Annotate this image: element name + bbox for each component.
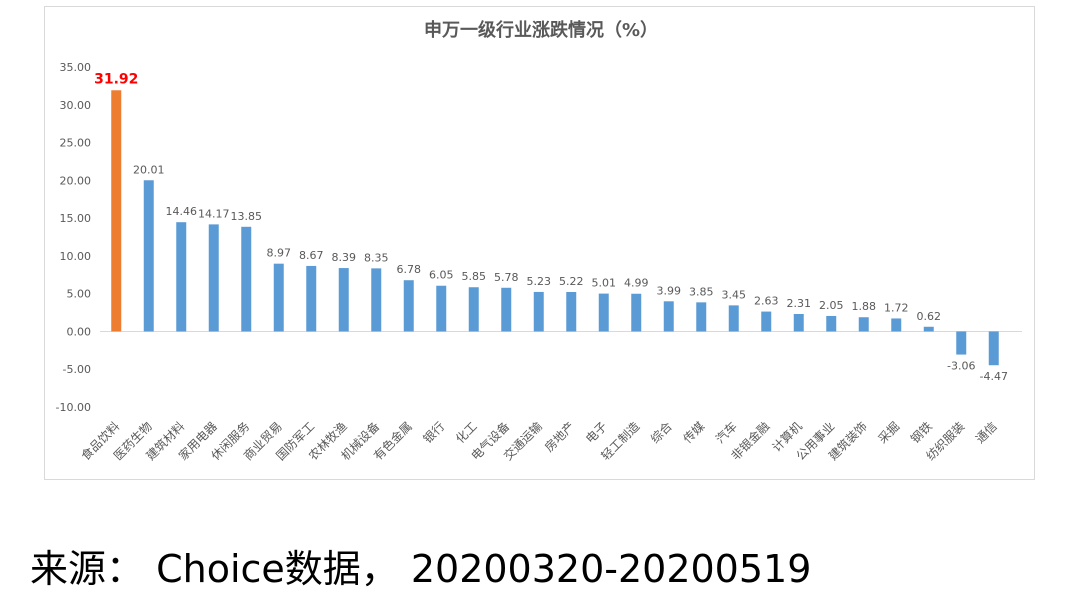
data-label: 8.67 bbox=[299, 249, 324, 262]
y-tick-label: 30.00 bbox=[60, 99, 92, 112]
x-tick-label: 电子 bbox=[583, 419, 610, 446]
data-label: 2.63 bbox=[754, 295, 779, 308]
data-label: 14.46 bbox=[166, 205, 198, 218]
bar bbox=[598, 293, 609, 332]
bar bbox=[273, 263, 284, 332]
data-label: 2.05 bbox=[819, 299, 844, 312]
data-label: -4.47 bbox=[980, 370, 1008, 383]
bar bbox=[663, 301, 674, 332]
bar bbox=[566, 292, 577, 332]
data-label: 8.39 bbox=[332, 251, 357, 264]
y-tick-label: -5.00 bbox=[63, 363, 91, 376]
data-label: 0.62 bbox=[917, 310, 942, 323]
data-label: 3.99 bbox=[657, 284, 682, 297]
data-label: -3.06 bbox=[947, 360, 975, 373]
bar bbox=[631, 293, 642, 332]
data-label: 3.85 bbox=[689, 285, 714, 298]
data-label: 5.22 bbox=[559, 275, 584, 288]
bar bbox=[468, 287, 479, 332]
bar bbox=[306, 265, 317, 332]
bar bbox=[793, 313, 804, 332]
y-tick-label: 25.00 bbox=[60, 137, 92, 150]
bar bbox=[696, 302, 707, 332]
x-tick-label: 房地产 bbox=[541, 419, 577, 455]
data-label: 5.85 bbox=[462, 270, 487, 283]
bar bbox=[371, 268, 382, 332]
x-tick-label: 化工 bbox=[453, 419, 480, 446]
bar bbox=[923, 326, 934, 332]
data-label: 6.78 bbox=[397, 263, 422, 276]
bar-chart: 申万一级行业涨跌情况（%） 35.00 30.00 25.00 20.00 15.00 10… bbox=[56, 19, 1022, 463]
x-tick-label: 采掘 bbox=[875, 419, 903, 447]
x-tick-label: 银行 bbox=[420, 419, 447, 446]
data-label: 5.78 bbox=[494, 271, 519, 284]
bar bbox=[728, 305, 739, 332]
bar bbox=[208, 224, 219, 332]
source-caption: 来源： Choice数据， 20200320-20200519 bbox=[30, 547, 812, 591]
x-tick-label: 钢铁 bbox=[908, 419, 935, 446]
data-label: 3.45 bbox=[722, 288, 747, 301]
bar bbox=[858, 317, 869, 332]
bar bbox=[436, 285, 447, 332]
y-tick-label: -10.00 bbox=[56, 401, 91, 414]
bar bbox=[988, 331, 999, 366]
data-label: 6.05 bbox=[429, 269, 454, 282]
x-tick-label: 汽车 bbox=[712, 419, 740, 447]
data-label: 13.85 bbox=[231, 210, 263, 223]
bar bbox=[761, 311, 772, 332]
bar bbox=[826, 315, 837, 332]
data-label: 2.31 bbox=[787, 297, 812, 310]
bar bbox=[891, 318, 902, 332]
data-label: 8.97 bbox=[267, 247, 292, 260]
bar bbox=[533, 291, 544, 332]
bar bbox=[241, 226, 252, 332]
data-label: 1.72 bbox=[884, 301, 909, 314]
y-tick-label: 5.00 bbox=[67, 288, 92, 301]
bar bbox=[403, 280, 414, 332]
y-tick-label: 35.00 bbox=[60, 61, 92, 74]
x-tick-label: 通信 bbox=[973, 419, 1000, 446]
data-label: 14.17 bbox=[198, 207, 230, 220]
y-tick-label: 15.00 bbox=[60, 212, 92, 225]
data-label: 20.01 bbox=[133, 163, 165, 176]
bar bbox=[501, 287, 512, 332]
bar bbox=[143, 180, 154, 332]
y-tick-label: 20.00 bbox=[60, 174, 92, 187]
chart-title: 申万一级行业涨跌情况（%） bbox=[424, 19, 658, 41]
data-label: 31.92 bbox=[94, 71, 138, 87]
x-tick-label: 综合 bbox=[647, 419, 675, 447]
data-label: 8.35 bbox=[364, 251, 389, 264]
y-tick-label: 10.00 bbox=[60, 250, 92, 263]
data-label: 1.88 bbox=[852, 300, 877, 313]
bar bbox=[338, 268, 349, 332]
bar bbox=[176, 222, 187, 332]
chart-frame: 申万一级行业涨跌情况（%） 35.00 30.00 25.00 20.00 15.00 10… bbox=[44, 6, 1035, 480]
data-label: 5.01 bbox=[592, 277, 617, 290]
data-label: 4.99 bbox=[624, 277, 649, 290]
x-tick-label: 传媒 bbox=[680, 419, 708, 447]
y-tick-label: 0.00 bbox=[67, 325, 92, 338]
bar bbox=[956, 331, 967, 355]
data-label: 5.23 bbox=[527, 275, 552, 288]
bar bbox=[111, 90, 122, 332]
